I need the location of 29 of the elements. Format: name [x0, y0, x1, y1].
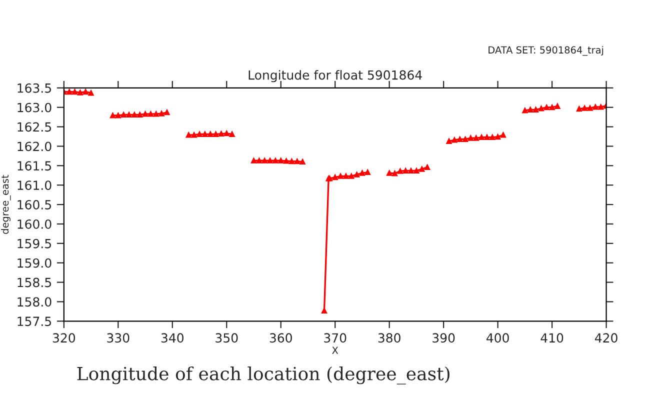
x-tick-label: 350 [216, 333, 238, 343]
y-axis-title: degree_east [1, 174, 11, 234]
y-tick-label: 159.5 [18, 238, 52, 248]
y-tick-label: 163.5 [18, 83, 52, 93]
y-tick-label: 161.5 [18, 161, 52, 171]
text: DATA SET: 5901864_traj [488, 46, 604, 56]
x-axis-title: X [332, 346, 338, 354]
x-tick-label: 340 [161, 333, 184, 343]
y-tick-label: 163.0 [18, 102, 52, 112]
text: Longitude of each location (degree_east) [77, 366, 450, 384]
x-tick-label: 420 [594, 333, 618, 343]
x-tick-label: 330 [107, 333, 130, 343]
y-tick-label: 157.5 [18, 316, 52, 326]
chart-title: Longitude for float 5901864 [248, 70, 422, 82]
x-tick-label: 360 [270, 333, 292, 343]
x-tick-label: 370 [324, 333, 346, 343]
y-tick-label: 160.0 [18, 219, 52, 229]
y-tick-label: 160.5 [18, 200, 52, 210]
x-tick-label: 380 [378, 333, 400, 343]
y-tick-label: 162.0 [18, 142, 52, 152]
x-tick-label: 390 [432, 333, 455, 343]
x-tick-label: 400 [486, 333, 509, 343]
x-tick-label: 320 [52, 333, 76, 343]
y-tick-label: 161.0 [18, 180, 52, 190]
y-tick-label: 158.5 [18, 278, 52, 288]
y-tick-label: 159.0 [18, 258, 52, 268]
y-tick-label: 158.0 [18, 297, 52, 307]
x-tick-label: 410 [540, 333, 564, 343]
y-tick-label: 162.5 [18, 122, 52, 132]
